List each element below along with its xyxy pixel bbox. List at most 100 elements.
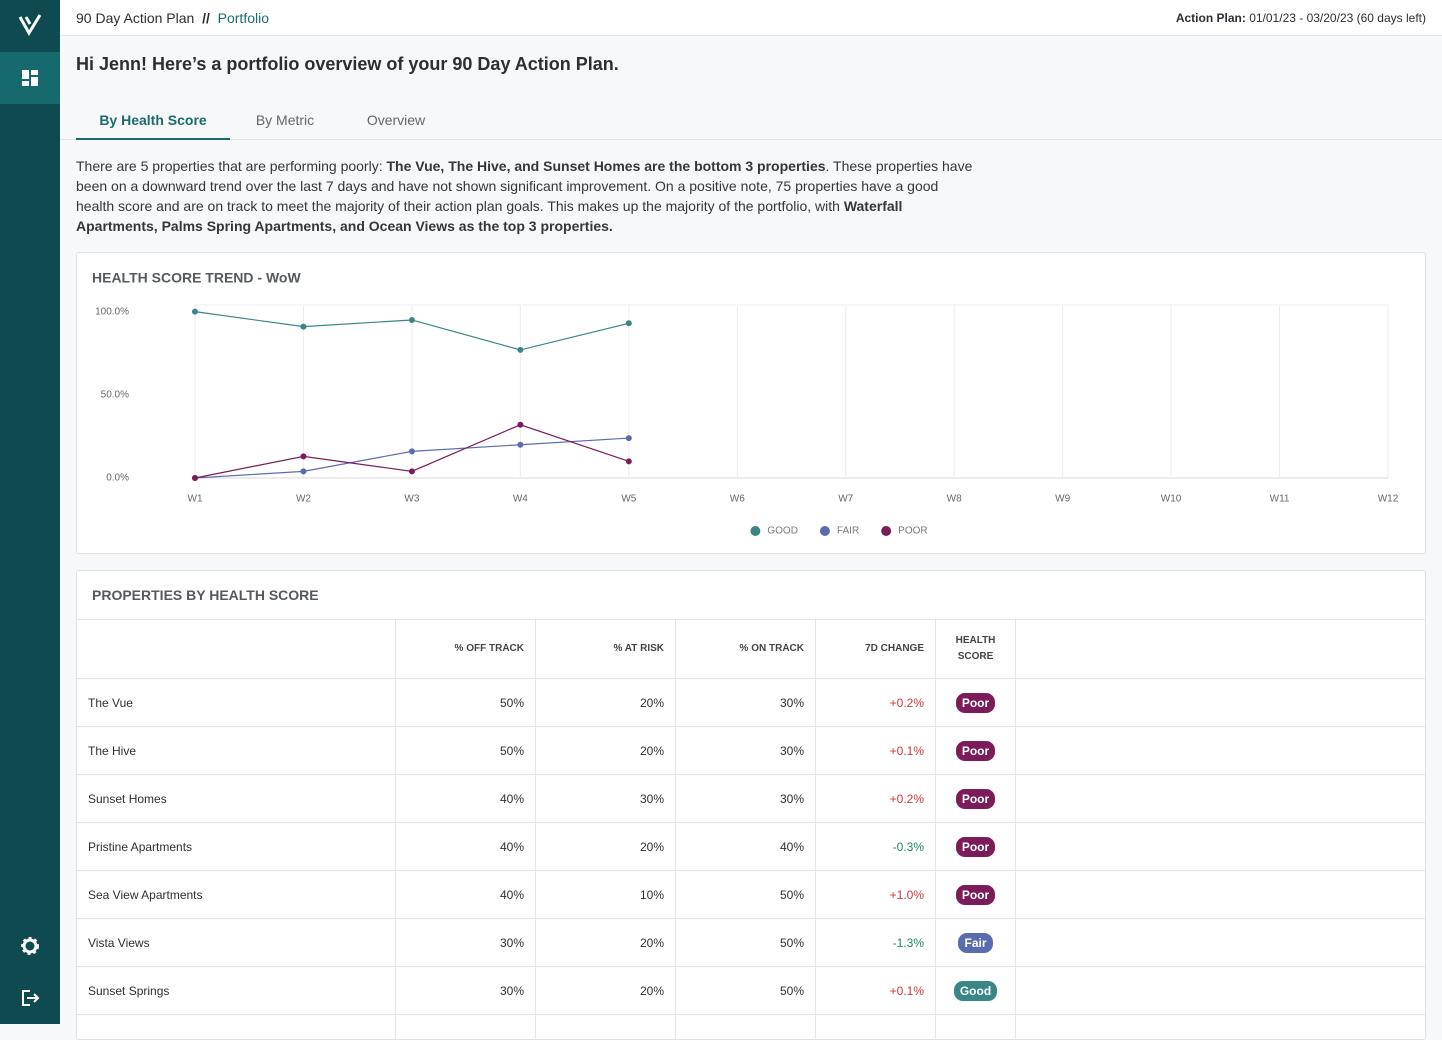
cell bbox=[1016, 967, 1426, 1015]
x-tick-label: W9 bbox=[1055, 494, 1070, 505]
cell: +0.1% bbox=[816, 727, 936, 775]
cell: 20% bbox=[536, 823, 676, 871]
table-row: Vista Views30%20%50%-1.3%Fair bbox=[77, 919, 1426, 967]
cell bbox=[77, 1015, 396, 1040]
x-tick-label: W6 bbox=[730, 494, 745, 505]
y-tick-label: 0.0% bbox=[106, 473, 129, 484]
table-title: PROPERTIES BY HEALTH SCORE bbox=[92, 587, 319, 603]
cell: +1.0% bbox=[816, 871, 936, 919]
cell bbox=[1016, 823, 1426, 871]
data-point bbox=[300, 324, 306, 330]
separator: // bbox=[202, 10, 210, 26]
x-tick-label: W11 bbox=[1270, 494, 1290, 505]
cell: 50% bbox=[676, 871, 816, 919]
cell: Good bbox=[936, 967, 1016, 1015]
cell: 40% bbox=[396, 775, 536, 823]
logout-icon[interactable] bbox=[23, 991, 38, 1005]
cell: +0.1% bbox=[816, 967, 936, 1015]
legend-marker bbox=[881, 526, 891, 536]
data-point bbox=[517, 347, 523, 353]
cell: +0.2% bbox=[816, 679, 936, 727]
table-row: The Vue50%20%30%+0.2%Poor bbox=[77, 679, 1426, 727]
data-point bbox=[192, 309, 198, 315]
summary-text: The Vue, The Hive, and Sunset Homes are … bbox=[387, 158, 826, 174]
cell: 40% bbox=[396, 871, 536, 919]
x-tick-label: W8 bbox=[947, 494, 962, 505]
cell: 20% bbox=[536, 919, 676, 967]
table-row: The Hive50%20%30%+0.1%Poor bbox=[77, 727, 1426, 775]
cell: 50% bbox=[396, 727, 536, 775]
cell: Poor bbox=[936, 871, 1016, 919]
table: % OFF TRACK% AT RISK% ON TRACK7D CHANGEH… bbox=[76, 619, 1426, 1040]
legend-marker bbox=[750, 526, 760, 536]
breadcrumb: 90 Day Action Plan // Portfolio bbox=[76, 10, 269, 26]
data-point bbox=[517, 422, 523, 428]
cell bbox=[676, 1015, 816, 1040]
legend-label: GOOD bbox=[767, 526, 798, 537]
data-point bbox=[192, 475, 198, 481]
cell: 50% bbox=[676, 967, 816, 1015]
settings-icon[interactable] bbox=[22, 938, 38, 954]
data-point bbox=[626, 320, 632, 326]
data-point bbox=[626, 435, 632, 441]
cell: 10% bbox=[536, 871, 676, 919]
cell: Poor bbox=[936, 679, 1016, 727]
cell bbox=[536, 1015, 676, 1040]
table-row: Pristine Apartments40%20%40%-0.3%Poor bbox=[77, 823, 1426, 871]
cell bbox=[1016, 919, 1426, 967]
sidebar-icons bbox=[0, 0, 60, 1024]
crumb[interactable]: Portfolio bbox=[218, 10, 269, 26]
cell: 30% bbox=[536, 775, 676, 823]
cell: 20% bbox=[536, 727, 676, 775]
cell: 30% bbox=[676, 679, 816, 727]
y-tick-label: 100.0% bbox=[95, 306, 129, 317]
cell: The Vue bbox=[77, 679, 396, 727]
x-tick-label: W7 bbox=[838, 494, 853, 505]
cell bbox=[1016, 871, 1426, 919]
tab[interactable]: By Health Score bbox=[76, 112, 230, 140]
cell: Poor bbox=[936, 727, 1016, 775]
table-row: Sunset Homes40%30%30%+0.2%Poor bbox=[77, 775, 1426, 823]
data-point bbox=[409, 468, 415, 474]
data-point bbox=[517, 442, 523, 448]
data-point bbox=[409, 448, 415, 454]
header-cell: 7D CHANGE bbox=[816, 620, 936, 679]
x-tick-label: W1 bbox=[188, 494, 203, 505]
x-tick-label: W12 bbox=[1378, 494, 1399, 505]
cell: Pristine Apartments bbox=[77, 823, 396, 871]
logo bbox=[20, 15, 40, 33]
y-tick-label: 50.0% bbox=[101, 389, 129, 400]
data-point bbox=[626, 458, 632, 464]
greeting: Hi Jenn! Here’s a portfolio overview of … bbox=[76, 54, 619, 75]
header-cell bbox=[1016, 620, 1426, 679]
cell bbox=[1016, 679, 1426, 727]
table-row: Sunset Springs30%20%50%+0.1%Good bbox=[77, 967, 1426, 1015]
cell bbox=[396, 1015, 536, 1040]
cell: 40% bbox=[676, 823, 816, 871]
cell: Poor bbox=[936, 823, 1016, 871]
plan-label: Action Plan: bbox=[1176, 11, 1246, 25]
header-cell: % ON TRACK bbox=[676, 620, 816, 679]
nav-dashboard[interactable] bbox=[0, 52, 60, 104]
top-bar: 90 Day Action Plan // Portfolio Action P… bbox=[60, 0, 1442, 36]
data-point bbox=[409, 317, 415, 323]
header-row: % OFF TRACK% AT RISK% ON TRACK7D CHANGEH… bbox=[77, 620, 1426, 679]
cell bbox=[1016, 775, 1426, 823]
data-point bbox=[300, 453, 306, 459]
tab[interactable]: By Metric bbox=[240, 112, 330, 128]
plan-info: Action Plan: 01/01/23 - 03/20/23 (60 day… bbox=[1176, 11, 1426, 25]
legend-label: FAIR bbox=[837, 526, 859, 537]
cell: Sunset Homes bbox=[77, 775, 396, 823]
health-badge: Fair bbox=[958, 933, 992, 953]
header-cell: HEALTH SCORE bbox=[936, 620, 1016, 679]
cell: 30% bbox=[396, 919, 536, 967]
tabs: By Health Score By Metric Overview bbox=[60, 104, 1442, 140]
health-badge: Good bbox=[954, 981, 997, 1001]
cell: Sunset Springs bbox=[77, 967, 396, 1015]
tab[interactable]: Overview bbox=[350, 112, 442, 128]
cell: +0.2% bbox=[816, 775, 936, 823]
cell bbox=[1016, 1015, 1426, 1040]
cell: Poor bbox=[936, 775, 1016, 823]
cell: 40% bbox=[396, 823, 536, 871]
